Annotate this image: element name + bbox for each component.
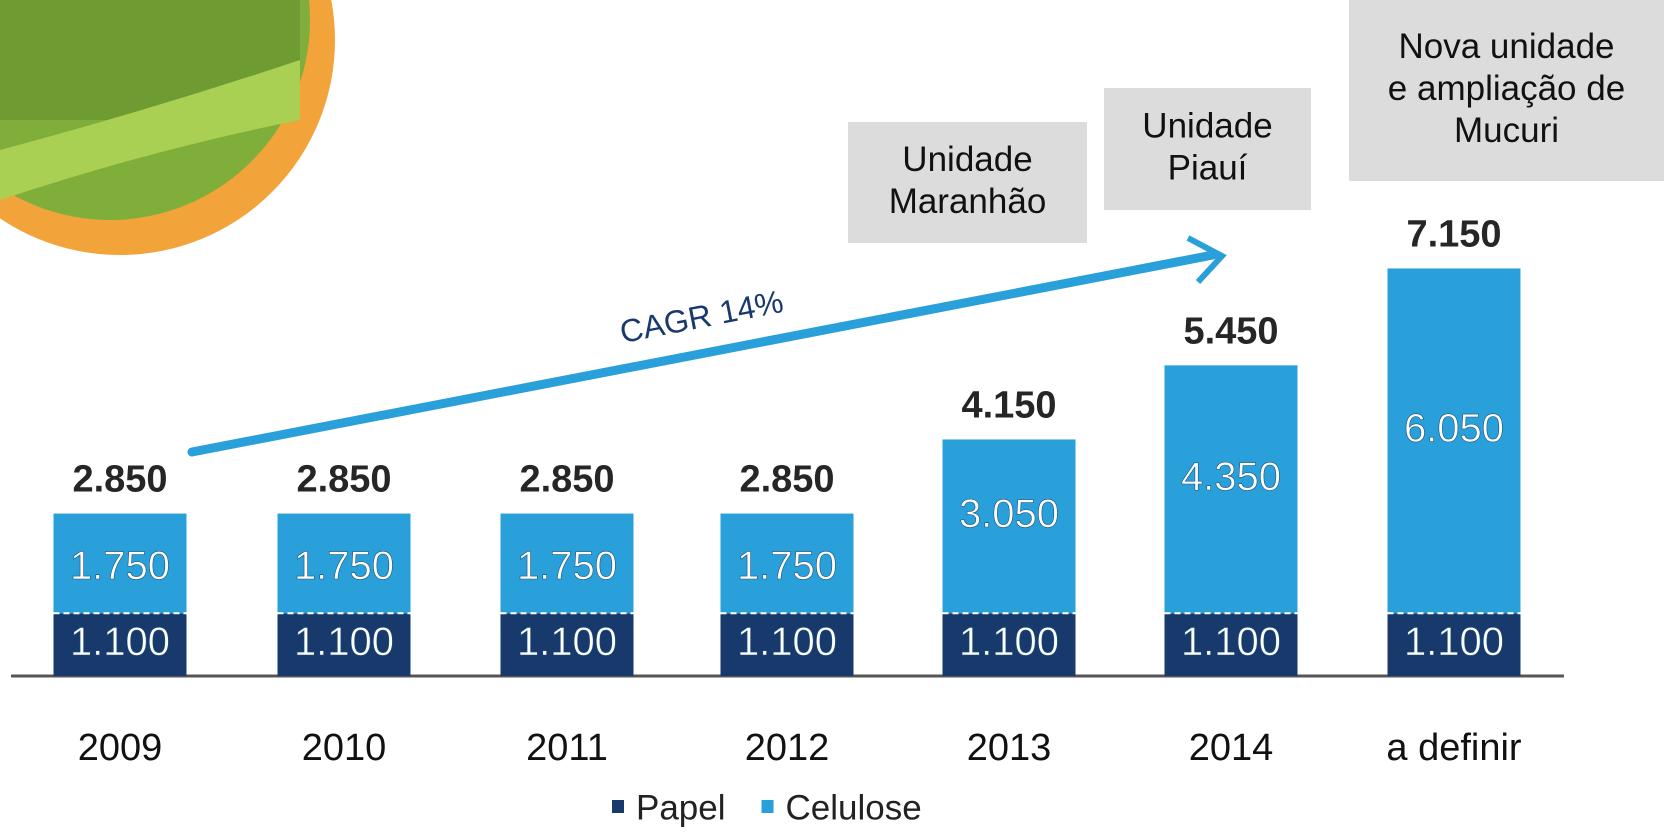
annotation-text: Unidade: [902, 140, 1032, 179]
total-label: 4.150: [961, 384, 1056, 426]
x-tick-label: 2009: [78, 727, 163, 769]
legend-label: Papel: [636, 788, 726, 827]
chart: CAGR 14% 1.1001.7502.85020091.1001.7502.…: [0, 0, 1668, 832]
legend-label: Celulose: [786, 788, 922, 827]
legend-swatch: [612, 800, 624, 813]
value-label: 4.350: [1181, 455, 1281, 499]
value-label: 1.100: [70, 620, 170, 664]
value-label: 1.750: [294, 544, 394, 588]
value-label: 1.750: [70, 544, 170, 588]
value-label: 1.100: [294, 620, 394, 664]
total-label: 2.850: [296, 459, 391, 501]
value-label: 1.750: [737, 544, 837, 588]
x-tick-label: 2012: [745, 727, 830, 769]
legend-swatch: [762, 800, 774, 813]
annotation-text: Piauí: [1168, 148, 1248, 187]
photo-decoration: [0, 0, 335, 255]
annotation-text: e ampliação de: [1388, 69, 1625, 108]
annotation-text: Unidade: [1142, 106, 1272, 145]
value-label: 1.100: [1404, 620, 1504, 664]
total-label: 2.850: [519, 459, 614, 501]
total-label: 2.850: [72, 459, 167, 501]
x-tick-label: 2011: [526, 727, 608, 769]
annotation-text: Maranhão: [889, 182, 1047, 221]
value-label: 1.100: [1181, 620, 1281, 664]
total-label: 7.150: [1406, 213, 1501, 255]
value-label: 1.100: [517, 620, 617, 664]
x-tick-label: a definir: [1386, 727, 1522, 769]
annotation-text: Mucuri: [1454, 111, 1559, 150]
value-label: 1.100: [737, 620, 837, 664]
value-label: 6.050: [1404, 406, 1504, 450]
trend-arrow: [192, 238, 1222, 452]
x-tick-label: 2014: [1189, 727, 1274, 769]
value-label: 1.750: [517, 544, 617, 588]
annotation-text: Nova unidade: [1399, 27, 1615, 66]
value-label: 3.050: [959, 492, 1059, 536]
value-label: 1.100: [959, 620, 1059, 664]
x-tick-label: 2010: [302, 727, 387, 769]
total-label: 5.450: [1183, 310, 1278, 352]
x-tick-label: 2013: [967, 727, 1052, 769]
total-label: 2.850: [739, 459, 834, 501]
